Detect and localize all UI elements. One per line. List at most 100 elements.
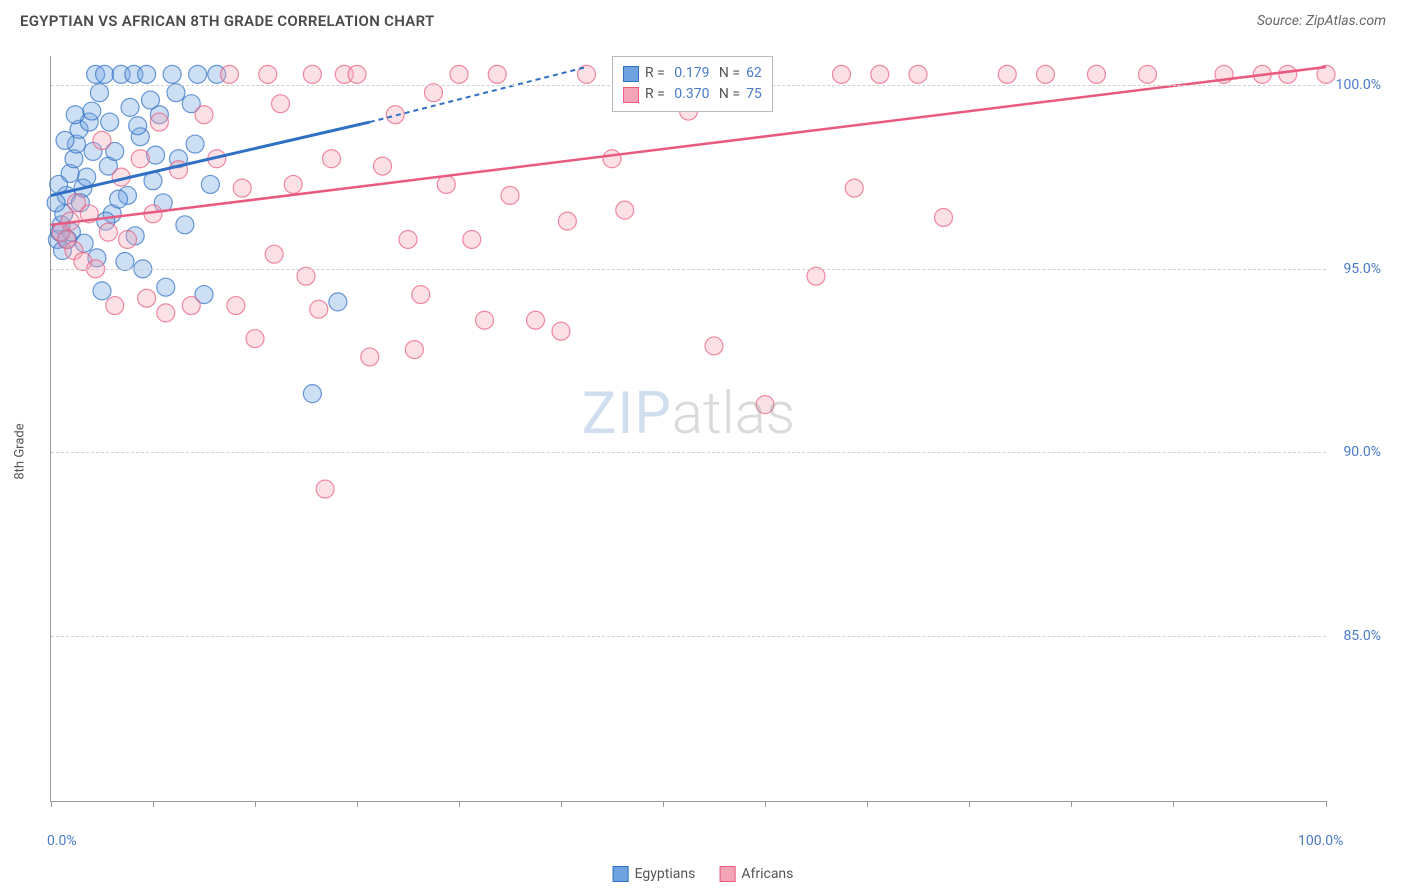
scatter-point-africans [871, 65, 889, 83]
scatter-point-egyptians [78, 168, 96, 186]
scatter-point-africans [1139, 65, 1157, 83]
x-tick [255, 801, 256, 807]
scatter-point-africans [935, 208, 953, 226]
scatter-point-africans [1088, 65, 1106, 83]
x-tick [51, 801, 52, 807]
scatter-point-africans [833, 65, 851, 83]
scatter-point-africans [463, 230, 481, 248]
x-tick-label: 0.0% [47, 833, 77, 849]
scatter-point-egyptians [189, 65, 207, 83]
scatter-point-africans [157, 304, 175, 322]
scatter-point-africans [705, 337, 723, 355]
scatter-point-egyptians [101, 113, 119, 131]
gridline [51, 452, 1326, 453]
scatter-point-africans [310, 300, 328, 318]
stats-legend-row-egyptians: R = 0.179 N = 62 [623, 63, 762, 84]
scatter-plot-svg [51, 56, 1326, 801]
scatter-point-egyptians [329, 293, 347, 311]
scatter-point-africans [501, 186, 519, 204]
scatter-point-africans [425, 84, 443, 102]
scatter-point-egyptians [129, 117, 147, 135]
x-tick [969, 801, 970, 807]
scatter-point-egyptians [83, 102, 101, 120]
legend-item-egyptians: Egyptians [613, 866, 696, 882]
scatter-point-africans [909, 65, 927, 83]
scatter-point-africans [233, 179, 251, 197]
scatter-point-egyptians [66, 106, 84, 124]
chart-title: EGYPTIAN VS AFRICAN 8TH GRADE CORRELATIO… [20, 12, 434, 30]
stats-legend: R = 0.179 N = 62 R = 0.370 N = 75 [612, 56, 773, 112]
legend-item-africans: Africans [719, 866, 793, 882]
scatter-point-africans [131, 150, 149, 168]
scatter-point-egyptians [138, 65, 156, 83]
scatter-point-egyptians [90, 84, 108, 102]
y-axis-label: 8th Grade [13, 423, 28, 479]
scatter-point-egyptians [47, 194, 65, 212]
x-tick [1173, 801, 1174, 807]
scatter-point-africans [297, 267, 315, 285]
x-tick [357, 801, 358, 807]
x-tick [1326, 801, 1327, 807]
scatter-point-africans [259, 65, 277, 83]
r-value-africans: 0.370 [671, 84, 710, 105]
scatter-point-egyptians [167, 84, 185, 102]
scatter-point-africans [476, 311, 494, 329]
scatter-point-africans [807, 267, 825, 285]
source-attribution: Source: ZipAtlas.com [1257, 13, 1386, 29]
scatter-point-africans [221, 65, 239, 83]
scatter-point-africans [272, 95, 290, 113]
n-value-africans: 75 [746, 84, 762, 105]
scatter-point-africans [1037, 65, 1055, 83]
scatter-point-egyptians [121, 98, 139, 116]
r-label: R = [645, 84, 665, 105]
scatter-point-egyptians [163, 65, 181, 83]
y-tick-label: 95.0% [1343, 261, 1381, 277]
scatter-point-africans [182, 297, 200, 315]
scatter-point-africans [412, 286, 430, 304]
chart-container: 8th Grade ZIPatlas R = 0.179 N = 62 R = … [50, 56, 1386, 832]
swatch-egyptians [613, 866, 629, 882]
scatter-point-africans [323, 150, 341, 168]
scatter-point-africans [119, 230, 137, 248]
scatter-point-africans [405, 341, 423, 359]
scatter-point-africans [99, 223, 117, 241]
scatter-point-africans [106, 297, 124, 315]
x-tick [459, 801, 460, 807]
scatter-point-africans [227, 297, 245, 315]
n-label: N = [715, 84, 740, 105]
scatter-point-egyptians [303, 385, 321, 403]
n-value-egyptians: 62 [746, 63, 762, 84]
r-label: R = [645, 63, 665, 84]
y-tick-label: 100.0% [1336, 77, 1381, 93]
gridline [51, 269, 1326, 270]
scatter-point-africans [998, 65, 1016, 83]
chart-header: EGYPTIAN VS AFRICAN 8TH GRADE CORRELATIO… [0, 0, 1406, 38]
x-tick [1071, 801, 1072, 807]
scatter-point-africans [450, 65, 468, 83]
scatter-point-africans [1279, 65, 1297, 83]
scatter-point-africans [374, 157, 392, 175]
scatter-point-africans [558, 212, 576, 230]
scatter-point-egyptians [116, 253, 134, 271]
stats-legend-row-africans: R = 0.370 N = 75 [623, 84, 762, 105]
x-tick [663, 801, 664, 807]
scatter-point-africans [756, 396, 774, 414]
scatter-point-africans [195, 106, 213, 124]
scatter-point-egyptians [56, 131, 74, 149]
scatter-point-africans [348, 65, 366, 83]
scatter-point-egyptians [141, 91, 159, 109]
y-tick-label: 85.0% [1343, 628, 1381, 644]
n-label: N = [715, 63, 740, 84]
swatch-egyptians [623, 66, 639, 82]
scatter-point-africans [316, 480, 334, 498]
source-name: ZipAtlas.com [1306, 13, 1386, 29]
swatch-africans [623, 87, 639, 103]
scatter-point-africans [488, 65, 506, 83]
scatter-point-africans [246, 330, 264, 348]
scatter-point-africans [265, 245, 283, 263]
plot-area: ZIPatlas R = 0.179 N = 62 R = 0.370 N = … [50, 56, 1326, 802]
x-tick [867, 801, 868, 807]
scatter-point-africans [552, 322, 570, 340]
scatter-point-egyptians [201, 175, 219, 193]
x-tick [153, 801, 154, 807]
